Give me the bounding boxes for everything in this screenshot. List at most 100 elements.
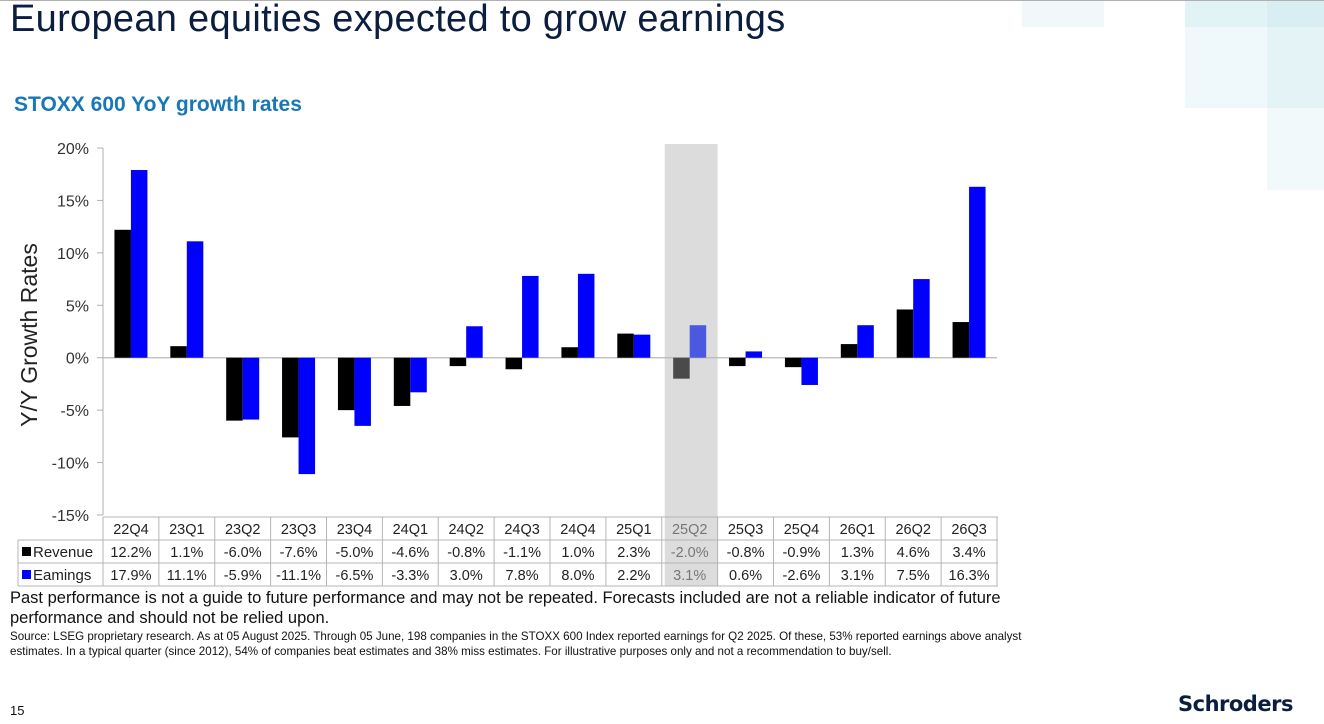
earnings-bar-24q3 xyxy=(522,275,539,358)
revenue-bar-23q1 xyxy=(170,346,187,358)
revenue-legend-label: Revenue xyxy=(33,544,93,561)
revenue-data-label: 3.4% xyxy=(953,545,986,561)
earnings-bar-25q4 xyxy=(801,357,818,385)
earnings-data-label: 8.0% xyxy=(561,568,594,584)
y-tick-label: 20% xyxy=(57,141,89,158)
decorative-square xyxy=(1185,1,1267,27)
revenue-bar-24q3 xyxy=(505,357,523,370)
category-label: 23Q1 xyxy=(169,522,204,538)
schroders-logo: Schroders xyxy=(1178,692,1293,716)
y-tick-label: -10% xyxy=(52,456,89,473)
earnings-bar-25q2 xyxy=(689,325,707,358)
y-tick-label: 10% xyxy=(57,246,89,263)
category-label: 25Q2 xyxy=(672,522,707,538)
revenue-data-label: 1.1% xyxy=(170,545,203,561)
revenue-data-label: -6.0% xyxy=(224,545,262,561)
revenue-data-label: 1.0% xyxy=(561,545,594,561)
category-label: 25Q1 xyxy=(616,522,651,538)
earnings-bar-23q1 xyxy=(186,241,204,358)
earnings-data-label: -2.6% xyxy=(782,568,820,584)
revenue-bar-24q1 xyxy=(393,357,411,406)
category-label: 23Q4 xyxy=(337,522,372,538)
earnings-bar-25q3 xyxy=(745,351,763,358)
revenue-bar-23q4 xyxy=(337,357,355,411)
y-axis-label: Y/Y Growth Rates xyxy=(16,243,42,427)
earnings-data-label: 2.2% xyxy=(617,568,650,584)
decorative-square xyxy=(1267,1,1324,27)
category-label: 25Q3 xyxy=(728,522,763,538)
category-label: 23Q3 xyxy=(281,522,316,538)
y-tick-label: -15% xyxy=(52,508,89,525)
earnings-data-label: -11.1% xyxy=(276,568,321,584)
y-tick-label: 5% xyxy=(66,298,89,315)
y-tick-label: -5% xyxy=(61,403,89,420)
earnings-legend-label: Eamings xyxy=(33,567,91,584)
top-border-line xyxy=(0,0,1324,1)
earnings-data-label: 17.9% xyxy=(110,568,151,584)
earnings-data-label: 7.5% xyxy=(897,568,930,584)
revenue-data-label: -0.9% xyxy=(782,545,820,561)
category-label: 24Q3 xyxy=(504,522,539,538)
earnings-bar-23q3 xyxy=(298,357,316,475)
earnings-bar-24q1 xyxy=(410,357,427,393)
earnings-data-label: -3.3% xyxy=(391,568,429,584)
revenue-bar-26q1 xyxy=(840,344,858,358)
revenue-data-label: -7.6% xyxy=(280,545,318,561)
earnings-data-label: 3.0% xyxy=(450,568,483,584)
earnings-data-label: 3.1% xyxy=(673,568,706,584)
y-tick-label: 0% xyxy=(66,351,89,368)
earnings-data-label: -5.9% xyxy=(224,568,262,584)
category-label: 25Q4 xyxy=(784,522,819,538)
category-label: 24Q4 xyxy=(560,522,595,538)
source-note: Source: LSEG proprietary research. As at… xyxy=(10,630,1022,658)
earnings-data-label: 11.1% xyxy=(167,568,207,584)
growth-rates-chart: 20% 15% 10% 5% 0% -5% -10% -15% 22Q4 12.2% 17.9% 2… xyxy=(16,141,998,587)
revenue-bar-25q2 xyxy=(673,357,690,379)
y-tick-label: 15% xyxy=(57,193,89,210)
revenue-bar-26q2 xyxy=(896,309,914,358)
earnings-bar-23q2 xyxy=(242,357,260,420)
revenue-data-label: -0.8% xyxy=(727,545,765,561)
earnings-bar-23q4 xyxy=(354,357,371,426)
category-label: 26Q1 xyxy=(840,522,875,538)
earnings-data-label: 0.6% xyxy=(729,568,762,584)
revenue-bar-25q4 xyxy=(784,357,802,368)
earnings-bar-26q1 xyxy=(857,325,874,358)
earnings-bar-26q2 xyxy=(913,279,930,358)
revenue-data-label: 12.2% xyxy=(110,545,151,561)
category-label: 24Q1 xyxy=(393,522,428,538)
revenue-bar-22q4 xyxy=(114,229,131,358)
revenue-data-label: -4.6% xyxy=(391,545,429,561)
earnings-bar-24q4 xyxy=(577,273,595,358)
category-label: 26Q3 xyxy=(951,522,986,538)
earnings-bar-24q2 xyxy=(466,326,483,358)
category-label: 26Q2 xyxy=(895,522,930,538)
revenue-bar-24q4 xyxy=(561,347,578,358)
revenue-data-label: -1.1% xyxy=(503,545,541,561)
highlight-band-25q2 xyxy=(664,144,718,586)
earnings-data-label: 16.3% xyxy=(949,568,990,584)
earnings-legend-swatch xyxy=(22,570,31,579)
revenue-bar-26q3 xyxy=(952,322,970,358)
earnings-data-label: -6.5% xyxy=(335,568,373,584)
revenue-data-label: -0.8% xyxy=(447,545,485,561)
earnings-data-label: 7.8% xyxy=(506,568,539,584)
revenue-data-label: -2.0% xyxy=(671,545,709,561)
revenue-bar-25q1 xyxy=(617,333,634,358)
earnings-bar-22q4 xyxy=(130,170,148,358)
revenue-bar-24q2 xyxy=(449,357,467,367)
decorative-square xyxy=(1267,27,1324,108)
category-label: 22Q4 xyxy=(113,522,148,538)
decorative-square xyxy=(1267,108,1324,190)
revenue-data-label: -5.0% xyxy=(335,545,373,561)
revenue-data-label: 1.3% xyxy=(841,545,874,561)
page-title: European equities expected to grow earni… xyxy=(10,0,786,40)
earnings-data-label: 3.1% xyxy=(841,568,874,584)
revenue-data-label: 2.3% xyxy=(617,545,650,561)
revenue-bar-25q3 xyxy=(729,357,746,367)
disclaimer-text: Past performance is not a guide to futur… xyxy=(10,589,1001,627)
decorative-square xyxy=(1185,27,1267,108)
revenue-legend-swatch xyxy=(22,547,31,556)
page-number: 15 xyxy=(10,703,25,718)
earnings-bar-25q1 xyxy=(633,334,651,358)
